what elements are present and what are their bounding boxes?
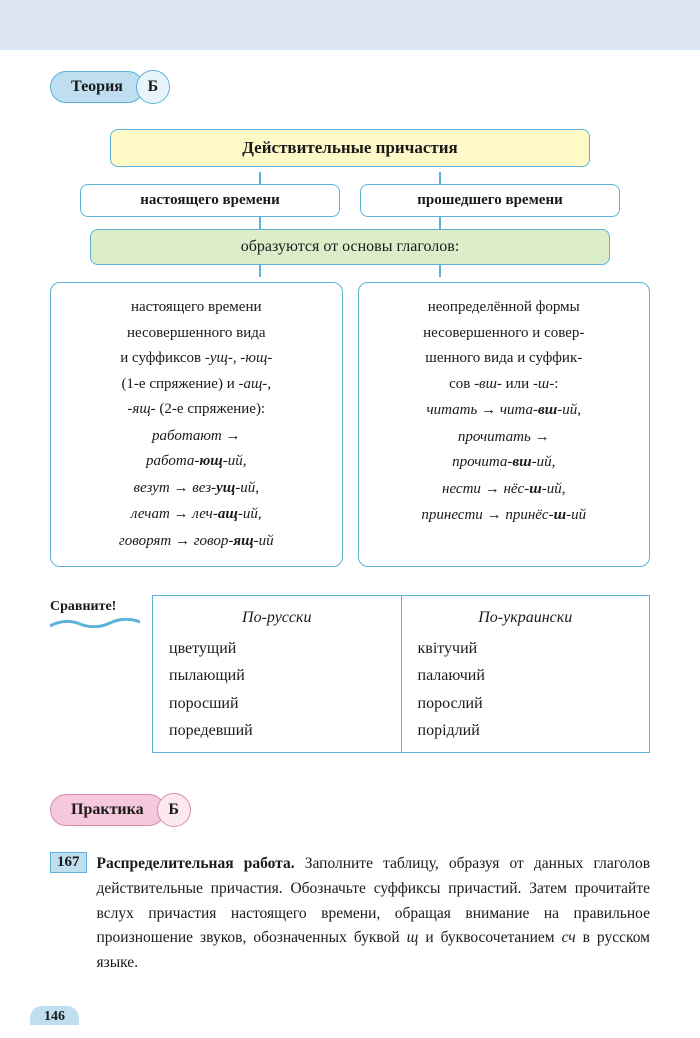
- exercise-text: Распределительная работа. Заполните табл…: [97, 852, 651, 976]
- compare-item: порідлий: [418, 717, 634, 744]
- compare-item: палаючий: [418, 662, 634, 689]
- practice-letter: Б: [157, 793, 191, 827]
- theory-letter: Б: [136, 70, 170, 104]
- page-content: Теория Б Действительные причастия настоя…: [0, 50, 700, 986]
- compare-item: пылающий: [169, 662, 385, 689]
- header-bar: [0, 0, 700, 50]
- exercise-number: 167: [50, 852, 87, 873]
- diagram-title: Действительные причастия: [110, 129, 590, 167]
- practice-tag: Практика Б: [50, 793, 650, 827]
- compare-table: По-русски цветущий пылающий поросший пор…: [152, 595, 650, 753]
- compare-item: цветущий: [169, 635, 385, 662]
- branch-right: прошедшего времени: [360, 184, 620, 217]
- page-number: 146: [30, 1006, 79, 1025]
- exercise-167: 167 Распределительная работа. Заполните …: [50, 852, 650, 976]
- compare-item: поросший: [169, 690, 385, 717]
- detail-right: неопределённой формынесовершенного и сов…: [358, 282, 651, 567]
- compare-col-uk: По-украински квітучий палаючий порослий …: [401, 596, 650, 752]
- practice-pill: Практика: [50, 794, 165, 826]
- branch-left: настоящего времени: [80, 184, 340, 217]
- grammar-diagram: Действительные причастия настоящего врем…: [50, 129, 650, 567]
- wave-icon: [50, 618, 140, 628]
- theory-pill: Теория: [50, 71, 144, 103]
- page-footer: 146: [0, 1006, 700, 1025]
- compare-item: квітучий: [418, 635, 634, 662]
- detail-left: настоящего временинесовершенного видаи с…: [50, 282, 343, 567]
- compare-col-ru: По-русски цветущий пылающий поросший пор…: [153, 596, 401, 752]
- exercise-body: Заполните таблицу, образуя от данных гла…: [97, 855, 651, 971]
- compare-item: порослий: [418, 690, 634, 717]
- green-box: образуются от основы глаголов:: [90, 229, 610, 265]
- compare-section: Сравните! По-русски цветущий пылающий по…: [50, 595, 650, 753]
- theory-tag: Теория Б: [50, 70, 650, 104]
- compare-item: поредевший: [169, 717, 385, 744]
- compare-label: Сравните!: [50, 595, 140, 615]
